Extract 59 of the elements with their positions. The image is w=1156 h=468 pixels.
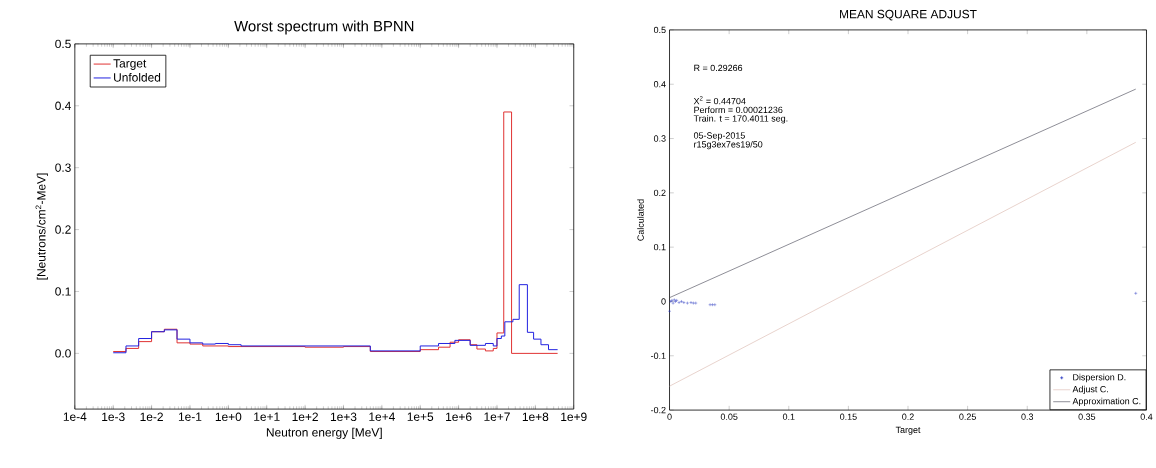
y-axis-title: Calculated: [637, 199, 644, 241]
x-tick-label: 1e+1: [254, 412, 280, 421]
x-tick-label: 0.2: [902, 413, 914, 420]
x-tick-label: 1e+0: [215, 412, 242, 422]
annotation: X$^{2}$ = 0.44704: [693, 96, 746, 105]
y-tick-label: 0.4: [55, 101, 71, 111]
annotation: 05-Sep-2015: [693, 132, 745, 141]
x-tick-label: 1e+8: [522, 412, 549, 422]
annotation: Perform = 0.00021236: [694, 106, 783, 114]
x-tick-label: 0.25: [959, 413, 976, 420]
point: [1134, 291, 1138, 296]
x-tick-label: 0.1: [782, 413, 795, 420]
x-tick-label: 1e+9: [561, 412, 587, 422]
y-tick-label: -0.1: [651, 352, 666, 359]
y-tick-label: 0.2: [653, 189, 666, 197]
x-tick-label: 1e-4: [63, 412, 87, 421]
x-tick-label: 1e-3: [102, 412, 125, 422]
x-tick-label: 0.05: [720, 413, 738, 420]
y-axis-title: [Neutrons/cm$^{2}$-MeV]: [35, 173, 48, 280]
legend-label: Approximation C.: [1072, 397, 1141, 407]
x-axis-title: Neutron energy [MeV]: [266, 427, 382, 439]
chart-title: MEAN SQUARE ADJUST: [840, 9, 977, 21]
x-tick-label: 0.4: [1140, 413, 1153, 420]
legend-label: Adjust C.: [1072, 385, 1108, 395]
x-tick-label: 1e+4: [369, 412, 395, 421]
point: [710, 303, 715, 307]
x-tick-label: 1e+3: [330, 412, 357, 422]
annotation: Train. t = 170.4011 seg.: [693, 115, 788, 124]
x-tick-label: 0: [667, 413, 672, 420]
y-tick-label: 0.1: [55, 287, 71, 296]
y-tick-label: 0.2: [55, 225, 71, 234]
x-tick-label: 1e-2: [140, 412, 163, 422]
x-axis-title: Target: [895, 426, 921, 435]
y-tick-label: 0.0: [55, 349, 71, 358]
point: [682, 300, 686, 305]
x-tick-label: 0.35: [1078, 413, 1096, 420]
y-tick-label: 0.3: [653, 135, 666, 142]
y-tick-label: 0.3: [55, 163, 71, 172]
y-tick-label: 0.4: [653, 81, 666, 88]
legend-label: Dispersion D.: [1073, 373, 1126, 383]
y-tick-label: -0.2: [651, 406, 666, 414]
point: [667, 309, 672, 313]
x-tick-label: 1e+5: [407, 412, 434, 421]
y-tick-label: 0.1: [653, 244, 666, 251]
legend-label: Target: [113, 59, 147, 70]
x-tick-label: 1e-1: [178, 412, 202, 421]
x-tick-label: 1e+2: [292, 412, 318, 422]
y-tick-label: 0.5: [653, 26, 666, 34]
x-tick-label: 1e+7: [484, 412, 510, 421]
annotation: R = 0.29266: [694, 64, 743, 72]
annotation: r15g3ex7es19/50: [694, 140, 763, 150]
x-tick-label: 0.3: [1021, 413, 1034, 420]
x-tick-label: 1e+6: [446, 412, 472, 422]
y-tick-label: 0: [661, 298, 666, 305]
y-tick-label: 0.5: [55, 39, 71, 49]
point: [691, 301, 696, 305]
x-tick-label: 0.15: [840, 413, 857, 420]
chart-title: Worst spectrum with BPNN: [234, 20, 414, 35]
legend-label: Unfolded: [114, 72, 161, 82]
